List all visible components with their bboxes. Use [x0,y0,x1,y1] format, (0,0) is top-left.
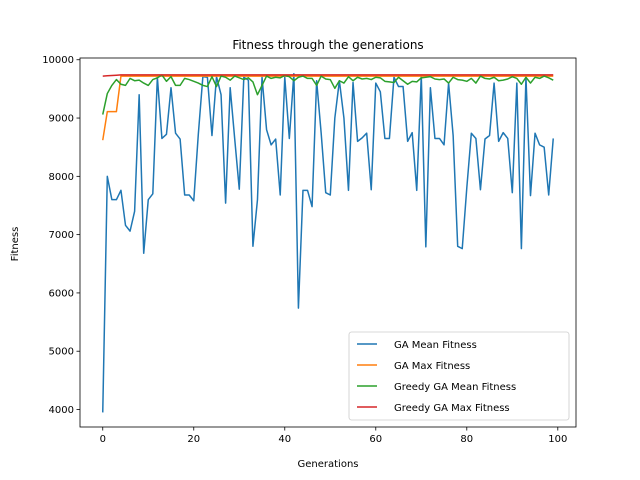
x-tick-label: 0 [100,434,106,445]
x-axis-label: Generations [298,459,359,470]
y-tick-label: 7000 [49,230,74,241]
series-line-2 [102,75,554,141]
chart-title: Fitness through the generations [232,38,423,52]
x-tick-label: 60 [369,434,382,445]
y-tick-label: 9000 [49,114,74,125]
legend-label-4: Greedy GA Max Fitness [394,403,510,414]
x-tick-label: 100 [548,434,567,445]
y-tick-label: 8000 [49,172,74,183]
series-layer [102,72,554,413]
series-line-4 [102,74,554,77]
plot-frame [79,57,577,428]
legend: GA Mean Fitness GA Max Fitness Greedy GA M… [348,331,570,421]
legend-label-3: Greedy GA Mean Fitness [394,382,516,393]
x-tick-label: 80 [460,434,473,445]
y-axis-label: Fitness [10,227,21,262]
x-tick-label: 20 [187,434,200,445]
y-tick-label: 10000 [42,55,74,66]
y-tick-label: 4000 [49,405,74,416]
legend-label-1: GA Mean Fitness [394,340,477,351]
series-line-1 [102,72,554,413]
legend-label-2: GA Max Fitness [394,361,470,372]
axes-layer: 0 20 40 60 80 100 4000 5000 6000 7000 8000 9000 1000… [42,55,577,445]
x-tick-label: 40 [278,434,291,445]
series-line-3 [102,74,554,115]
y-tick-label: 5000 [49,347,74,358]
y-tick-label: 6000 [49,288,74,299]
legend-box [348,331,570,421]
